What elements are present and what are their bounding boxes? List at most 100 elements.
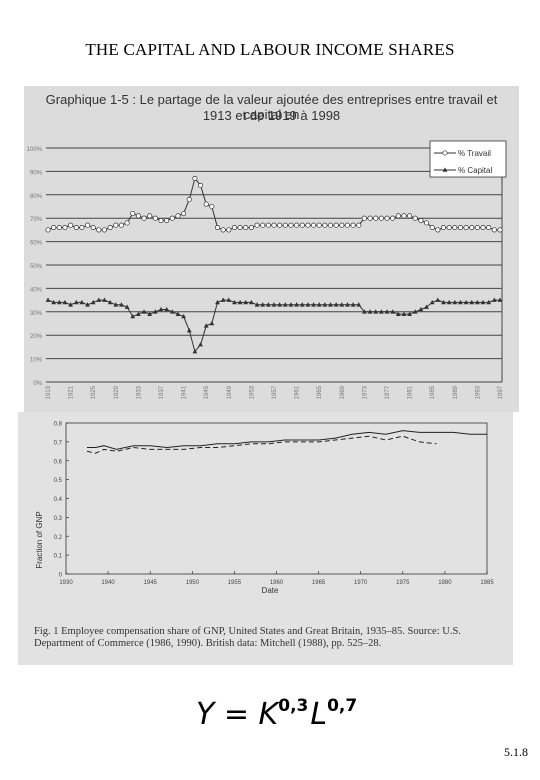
chart1-point-travail: [407, 213, 413, 219]
chart1-x-tick-label: 1969: [340, 385, 346, 399]
chart1-point-travail: [277, 222, 283, 228]
chart1-point-capital: [215, 299, 220, 305]
chart1-point-capital: [322, 302, 328, 307]
chart1-point-capital: [147, 311, 153, 316]
chart2-x-tick-label: 1930: [59, 580, 73, 586]
chart2-y-tick-label: 0.5: [54, 478, 63, 484]
chart1-point-travail: [401, 213, 407, 219]
chart1-point-capital: [463, 299, 469, 305]
chart1-point-capital: [412, 309, 418, 314]
chart1-point-capital: [384, 309, 390, 314]
chart1-x-tick-label: 1929: [114, 385, 120, 399]
chart1-point-capital: [350, 302, 356, 307]
chart1-point-capital: [418, 306, 424, 312]
chart1-point-travail: [486, 225, 492, 231]
chart1-point-capital: [497, 297, 503, 302]
chart2-x-tick-label: 1980: [438, 580, 452, 586]
chart1-series-line: [47, 177, 500, 231]
chart1-point-capital: [96, 297, 102, 302]
chart1-point-capital: [73, 299, 79, 305]
chart1-point-capital: [407, 311, 412, 316]
chart1-point-travail: [418, 217, 424, 224]
chart1-point-travail: [73, 225, 79, 231]
chart1-point-travail: [96, 227, 102, 233]
chart2-y-tick-label: 0.2: [54, 535, 63, 541]
chart1-point-capital: [51, 299, 57, 305]
chart1-x-tick-label: 1993: [475, 385, 481, 399]
chart1-point-capital: [232, 299, 237, 305]
chart1-point-travail: [56, 225, 62, 231]
chart2-x-tick-label: 1975: [396, 580, 410, 586]
chart1-point-capital: [491, 297, 497, 302]
chart1-point-capital: [209, 320, 215, 326]
formula-k: K: [258, 697, 279, 732]
legend-marker: [442, 167, 448, 172]
chart1-point-capital: [458, 299, 463, 305]
chart1-y-tick-label: 0%: [33, 381, 42, 387]
chart1-point-capital: [475, 299, 480, 305]
chart1-y-tick-label: 10%: [30, 358, 43, 364]
chart1-point-travail: [147, 213, 153, 219]
chart1-y-tick-label: 50%: [30, 264, 43, 270]
chart1-point-capital: [186, 327, 192, 333]
chart1-point-travail: [373, 215, 379, 221]
chart1-point-capital: [367, 309, 373, 314]
chart1-x-tick-label: 1973: [362, 385, 368, 399]
chart1-point-capital: [237, 299, 243, 305]
chart1-point-travail: [339, 222, 345, 228]
formula-l: L: [310, 697, 328, 732]
chart1-point-travail: [192, 175, 198, 181]
chart1-point-travail: [344, 222, 351, 228]
chart1-point-travail: [107, 225, 113, 231]
chart1-point-travail: [62, 225, 68, 231]
legend-label: % Travail: [458, 149, 491, 158]
chart1-point-travail: [350, 222, 356, 228]
chart1-point-travail: [231, 225, 238, 231]
chart1-x-tick-label: 1985: [430, 385, 436, 399]
chart2-y-tick-label: 0.1: [54, 554, 63, 560]
chart1-x-tick-label: 1913: [46, 385, 52, 399]
chart1-point-capital: [288, 302, 294, 307]
chart1-point-capital: [175, 311, 181, 316]
chart1-point-travail: [497, 227, 503, 233]
chart1-point-travail: [135, 213, 141, 219]
chart1-point-capital: [102, 297, 107, 302]
chart1-x-tick-label: 1941: [182, 385, 188, 399]
chart2-x-tick-label: 1945: [144, 580, 158, 586]
chart1-point-travail: [356, 222, 362, 228]
chart1-point-capital: [198, 341, 203, 347]
chart1-point-capital: [152, 309, 158, 314]
chart1-x-tick-label: 1925: [91, 385, 97, 399]
chart1-point-travail: [237, 225, 243, 231]
chart1-plot: 0% 10% 20% 30% 40% 50% 60% 70% 80% 90% 100% 1913 19…: [27, 140, 507, 399]
chart1-point-capital: [130, 313, 136, 319]
chart1-y-tick-label: 90%: [30, 170, 43, 176]
chart1-y-tick-label: 40%: [30, 287, 43, 293]
chart1-point-capital: [316, 302, 322, 307]
chart2-x-tick-label: 1940: [101, 580, 115, 586]
chart1-x-tick-label: 1965: [317, 385, 323, 399]
chart1-point-travail: [214, 225, 221, 231]
chart2-x-tick-label: 1960: [270, 580, 284, 586]
chart1-point-travail: [384, 215, 390, 221]
chart1-point-capital: [299, 302, 305, 307]
chart1-point-travail: [322, 222, 328, 228]
chart1-point-travail: [294, 222, 300, 228]
chart1-x-tick-label: 1921: [69, 385, 75, 399]
chart2-x-axis-label: Date: [262, 586, 279, 595]
legend-marker: [442, 150, 448, 156]
chart1-title-line1: Graphique 1-5 : Le partage de la valeur …: [45, 92, 498, 122]
chart1-point-travail: [333, 222, 339, 228]
chart1-point-travail: [316, 222, 322, 228]
chart1-point-travail: [152, 215, 158, 221]
chart2-x-tick-label: 1985: [480, 580, 494, 586]
chart1-point-capital: [226, 297, 232, 302]
chart1-x-tick-label: 1989: [453, 385, 459, 399]
figure-caption: Fig. 1 Employee compensation share of GN…: [34, 626, 461, 649]
chart1-point-travail: [164, 217, 170, 224]
chart1-point-travail: [457, 225, 464, 231]
chart1-point-travail: [254, 222, 260, 228]
chart1-point-capital: [271, 302, 277, 307]
chart1-y-tick-label: 100%: [27, 147, 43, 153]
chart2-y-tick-label: 0.8: [54, 422, 63, 428]
